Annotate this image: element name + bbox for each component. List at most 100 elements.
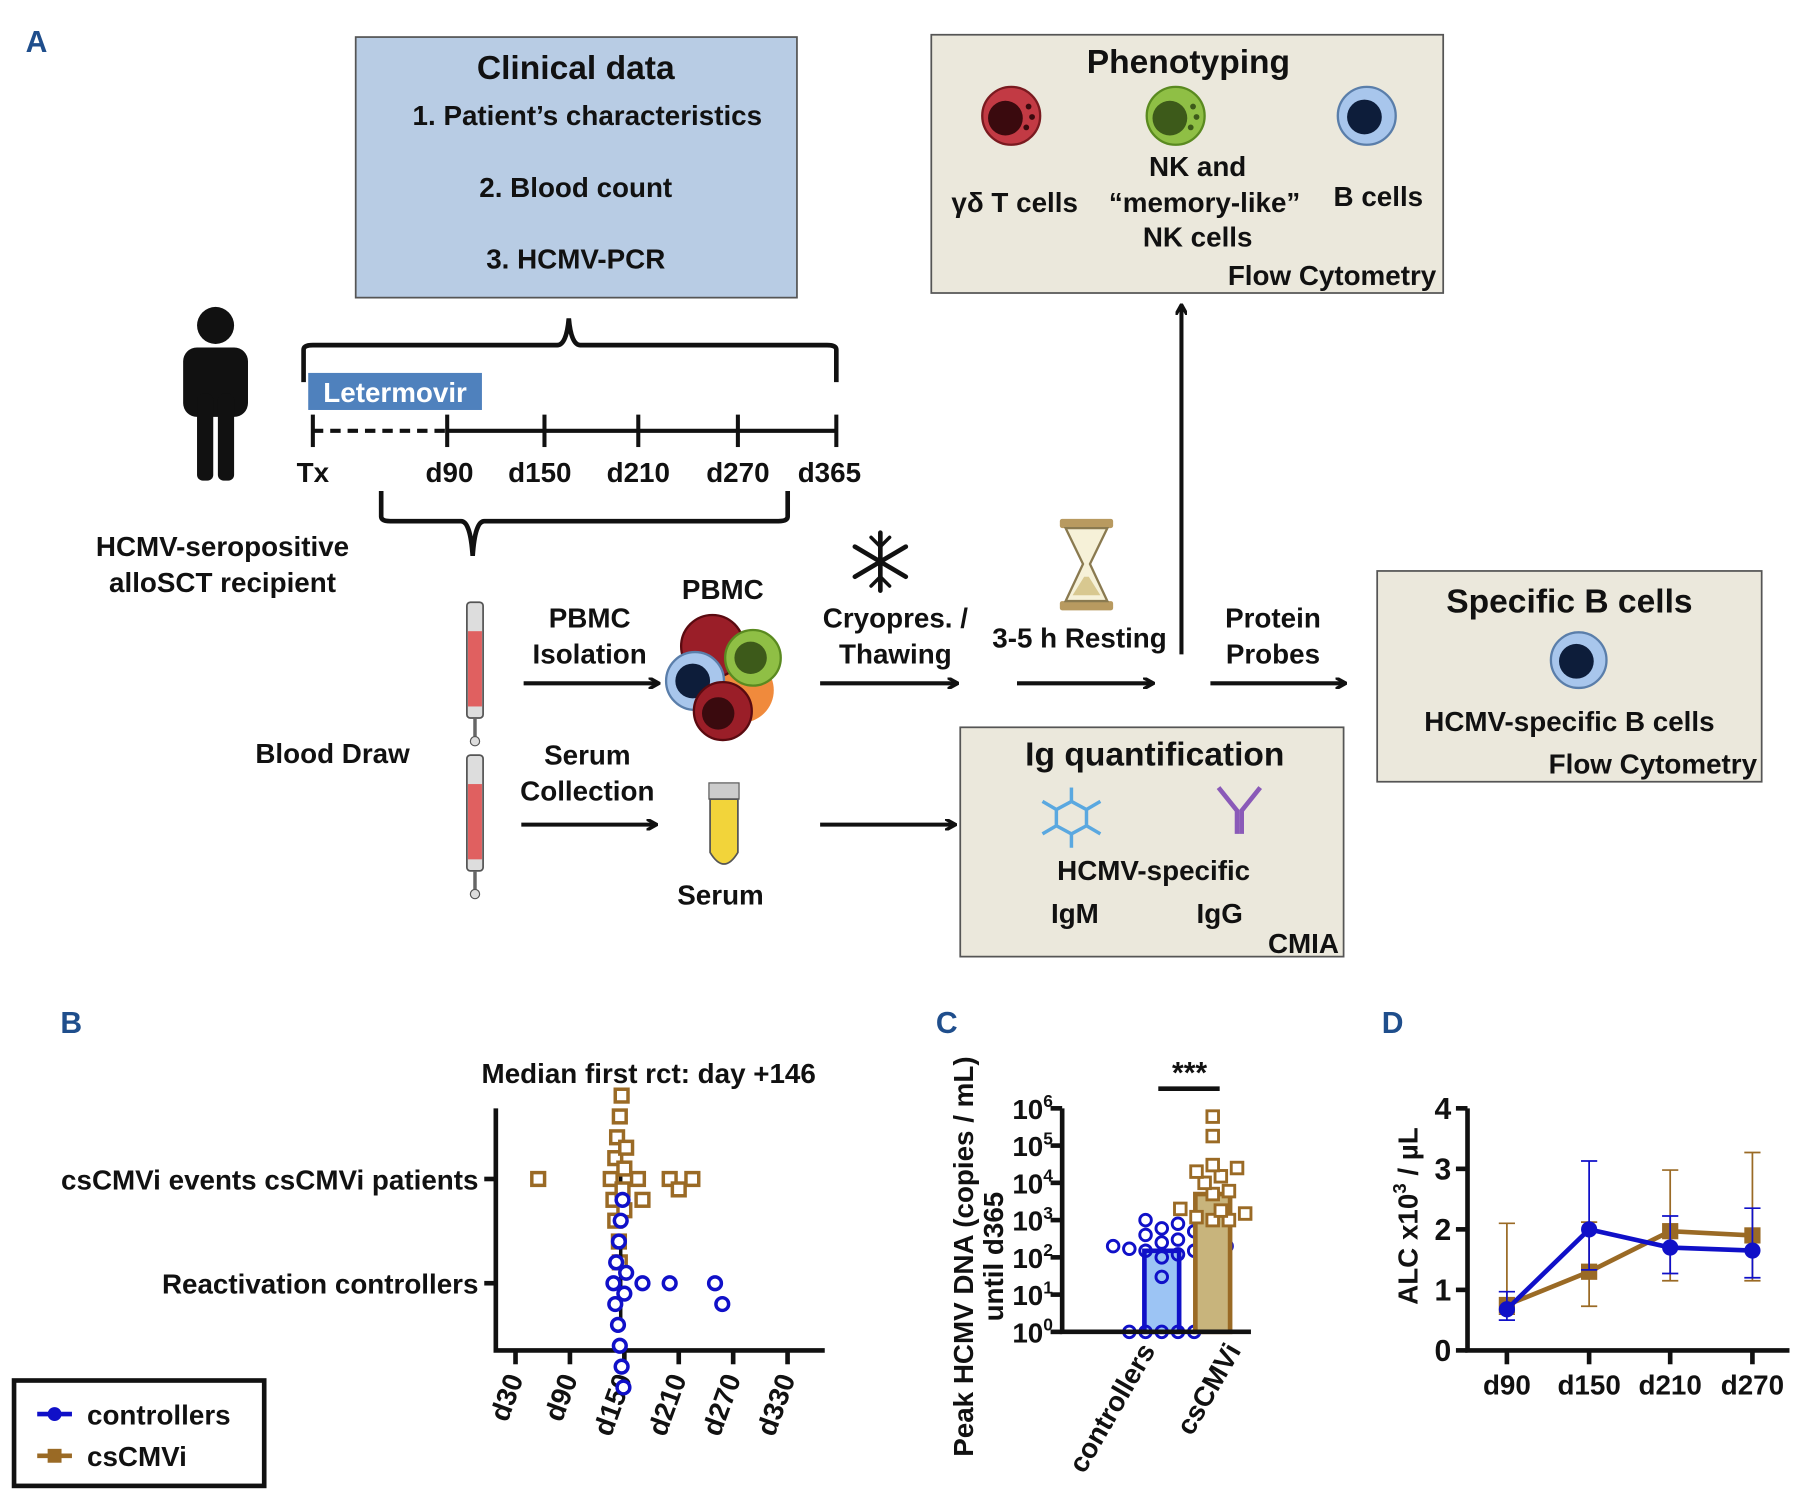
clinical-item: 3. HCMV-PCR (486, 244, 665, 275)
timeline-point: Tx (297, 457, 330, 488)
pbmc-cluster-icon (664, 613, 782, 742)
cscmvi-point (1205, 1186, 1220, 1202)
controller-point (1170, 1247, 1186, 1262)
cscmvi-point (1205, 1212, 1220, 1228)
y-tick-label: 4 (1435, 1093, 1452, 1126)
controller-point (1138, 1243, 1153, 1259)
y-tick-label: 2 (1435, 1214, 1452, 1247)
controller-point (706, 1275, 724, 1292)
chart-b-axes (493, 1108, 825, 1353)
controller-point (1138, 1212, 1153, 1228)
protein-probes-label: Probes (1226, 639, 1320, 670)
timeline-point: d210 (607, 457, 670, 488)
gd-t-cells-label: γδ T cells (951, 187, 1078, 218)
serum-collection-label: Serum (544, 739, 630, 770)
y-tick-label: 0 (1435, 1335, 1452, 1368)
controller-point (1154, 1221, 1170, 1236)
panel-label-b: B (60, 1007, 82, 1040)
bottom-brace (378, 491, 791, 557)
serum-tube-icon (708, 782, 740, 865)
phenotyping-method: Flow Cytometry (1228, 260, 1437, 291)
cscmvi-point (1221, 1183, 1237, 1199)
cscmvi-point (1189, 1209, 1204, 1225)
cscmvi-point (1205, 1157, 1220, 1173)
chart-c-ylabel: Peak HCMV DNA (copies / mL) (948, 1056, 979, 1456)
cscmvi-point (1213, 1203, 1229, 1218)
cscmvi-point (670, 1181, 687, 1198)
controller-point (616, 1285, 633, 1302)
controller-point (1498, 1301, 1515, 1318)
y-tick-label: 103 (1012, 1203, 1053, 1237)
panel-label-a: A (26, 26, 48, 59)
clinical-item: 1. Patient’s characteristics (413, 100, 763, 131)
controller-point (1138, 1227, 1153, 1243)
person-icon (183, 306, 248, 481)
x-tick-label: controllers (1063, 1338, 1162, 1478)
cscmvi-point (1197, 1175, 1212, 1191)
chart-b-title: Median first rct: day +146 (482, 1058, 816, 1089)
controller-point (1662, 1239, 1679, 1256)
legend-controllers-marker (47, 1407, 62, 1422)
controller-point (615, 1379, 632, 1396)
cscmvi-point (684, 1170, 701, 1188)
controller-point (607, 1295, 624, 1313)
syringe-icon (466, 754, 484, 900)
controller-point (1170, 1232, 1186, 1247)
controller-point (614, 1191, 631, 1208)
nk-cell-icon (1145, 85, 1206, 146)
phenotyping-box: Phenotyping γδ T cells NK and “memory-li… (930, 33, 1445, 294)
cscmvi-point (602, 1170, 619, 1188)
legend-cscmvi-marker (47, 1448, 62, 1463)
x-tick-label: csCMVi (1170, 1338, 1247, 1440)
series-line-csCMVi (1506, 1228, 1753, 1308)
cscmvi-point (634, 1191, 651, 1208)
phenotyping-title: Phenotyping (1087, 44, 1290, 81)
subject-label-line1: HCMV-seropositive (96, 531, 349, 562)
y-tick-label: 3 (1435, 1153, 1452, 1186)
controller-point (1581, 1221, 1598, 1238)
timeline-point: d270 (706, 457, 769, 488)
cscmvi-point (1229, 1160, 1245, 1176)
cscmvi-point (1189, 1164, 1204, 1179)
controller-point (1154, 1250, 1170, 1265)
igm-pentamer-icon (1041, 787, 1102, 848)
cryopreservation-label: Thawing (839, 639, 952, 670)
chart-b: Median first rct: day +146 csCMVi events… (61, 1058, 825, 1440)
y-tick-label: 102 (1012, 1240, 1053, 1274)
x-tick-label: d210 (642, 1370, 693, 1440)
legend-controllers-label: controllers (87, 1400, 231, 1431)
timeline: Tx d90 d150 d210 d270 d365 (297, 414, 861, 488)
controller-point (611, 1337, 628, 1354)
pbmc-label: PBMC (682, 574, 764, 605)
x-tick-label: d30 (484, 1370, 530, 1426)
cscmvi-point (616, 1160, 633, 1177)
panel-label-d: D (1382, 1007, 1404, 1040)
controller-point (1122, 1241, 1137, 1257)
controller-point (634, 1275, 651, 1292)
chart-b-category-label: csCMVi events csCMVi patients (61, 1164, 478, 1195)
resting-label: 3-5 h Resting (992, 622, 1166, 653)
serum-collection-label: Collection (520, 775, 654, 806)
cscmvi-point (1581, 1263, 1598, 1280)
controller-point (1154, 1235, 1170, 1250)
nk-label-line1: NK and (1149, 151, 1246, 182)
y-tick-label: 106 (1012, 1091, 1053, 1125)
flow-cytometry-label: Flow Cytometry (1549, 749, 1758, 780)
igg-label: IgG (1197, 898, 1243, 929)
top-brace (301, 318, 839, 383)
x-tick-label: d90 (1483, 1369, 1531, 1400)
protein-probes-label: Protein (1225, 603, 1321, 634)
cscmvi-point (613, 1087, 630, 1104)
controller-point (1744, 1242, 1761, 1259)
cscmvi-point (1173, 1201, 1188, 1217)
x-tick-label: d210 (1639, 1369, 1702, 1400)
chart-c: Peak HCMV DNA (copies / mL) until d365 *… (948, 1056, 1253, 1478)
snowflake-icon (852, 530, 909, 593)
controller-point (610, 1233, 628, 1250)
x-tick-label: d270 (1721, 1369, 1784, 1400)
significance-label: *** (1172, 1057, 1207, 1090)
controller-point (608, 1254, 625, 1271)
clinical-data-box: Clinical data 1. Patient’s characteristi… (354, 36, 798, 299)
chart-b-category-label: Reactivation controllers (162, 1269, 479, 1300)
